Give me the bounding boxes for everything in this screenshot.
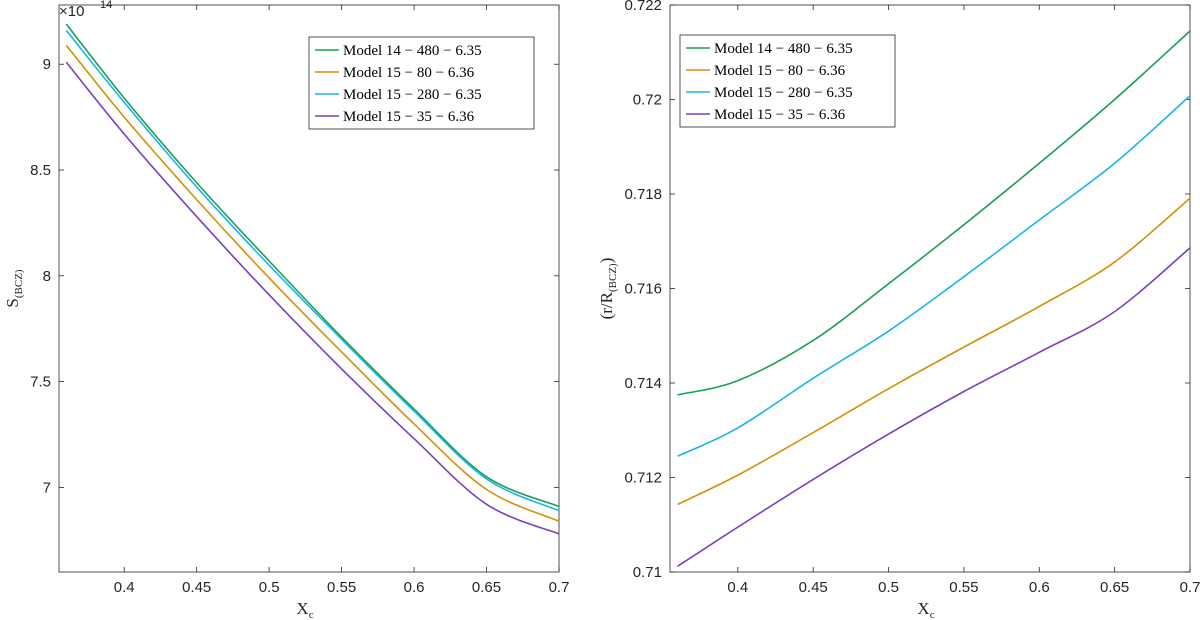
legend-label: Model 14 − 480 − 6.35 <box>714 41 853 57</box>
y-axis-label: S(BCZ) <box>3 269 25 308</box>
x-tick-label: 0.5 <box>259 579 280 596</box>
series-line-4 <box>677 247 1191 568</box>
series-line-4 <box>65 61 560 535</box>
y-tick-label: 7.5 <box>30 374 51 391</box>
y-tick-label: 0.722 <box>624 0 662 14</box>
legend-label: Model 15 − 280 − 6.35 <box>714 85 853 101</box>
y-tick-label: 8.5 <box>30 162 51 179</box>
legend-label: Model 15 − 280 − 6.35 <box>343 87 482 103</box>
x-tick-label: 0.4 <box>114 579 135 596</box>
series-line-3 <box>65 29 560 512</box>
x-tick-label: 0.7 <box>549 579 570 596</box>
x-axis-label: Xc <box>917 599 934 620</box>
legend-label: Model 15 − 80 − 6.36 <box>343 65 475 81</box>
y-tick-label: 0.718 <box>624 186 662 203</box>
y-tick-label: 8 <box>43 268 51 285</box>
x-tick-label: 0.45 <box>799 579 828 596</box>
y-tick-label: 0.716 <box>624 281 662 298</box>
y-tick-label: 0.72 <box>633 92 662 109</box>
x-axis-label: Xc <box>296 599 313 620</box>
legend-label: Model 14 − 480 − 6.35 <box>343 43 482 59</box>
x-tick-label: 0.6 <box>404 579 425 596</box>
x-tick-label: 0.5 <box>878 579 899 596</box>
legend-label: Model 15 − 80 − 6.36 <box>714 63 846 79</box>
y-tick-label: 0.712 <box>624 470 662 487</box>
x-tick-label: 0.55 <box>949 579 978 596</box>
legend-box <box>308 36 535 130</box>
y-tick-label: 7 <box>43 479 51 496</box>
chart-left: 0.4 0.45 0.5 0.55 0.6 0.65 0.7 7 7.5 8 8.5 9 ×10 14 Xc… <box>3 0 569 620</box>
chart-right: 0.4 0.45 0.5 0.55 0.6 0.65 0.7 0.71 0.712 0.714 0.… <box>597 0 1200 620</box>
x-tick-label: 0.7 <box>1180 579 1200 596</box>
legend-right: Model 14 − 480 − 6.35 Model 15 − 80 − 6.3… <box>679 34 896 128</box>
x-tick-label: 0.65 <box>1100 579 1129 596</box>
x-tick-label: 0.45 <box>182 579 211 596</box>
y-multiplier-exponent: 14 <box>100 0 112 11</box>
y-tick-label: 0.71 <box>633 564 662 581</box>
y-tick-label: 0.714 <box>624 375 662 392</box>
x-tick-label: 0.65 <box>472 579 501 596</box>
series-line-2 <box>65 44 560 522</box>
series-line-3 <box>677 95 1191 457</box>
x-tick-label: 0.6 <box>1029 579 1050 596</box>
legend-left: Model 14 − 480 − 6.35 Model 15 − 80 − 6.3… <box>308 36 535 130</box>
series-line-1 <box>65 23 560 508</box>
legend-label: Model 15 − 35 − 6.36 <box>343 109 475 125</box>
y-axis-label: (r/R(BCZ)) <box>597 258 619 320</box>
x-tick-label: 0.55 <box>327 579 356 596</box>
y-tick-label: 9 <box>43 56 51 73</box>
legend-box <box>679 34 896 128</box>
y-multiplier: ×10 <box>59 3 84 20</box>
series-line-1 <box>677 30 1191 396</box>
legend-label: Model 15 − 35 − 6.36 <box>714 107 846 123</box>
series-line-2 <box>677 197 1191 506</box>
x-tick-label: 0.4 <box>727 579 748 596</box>
